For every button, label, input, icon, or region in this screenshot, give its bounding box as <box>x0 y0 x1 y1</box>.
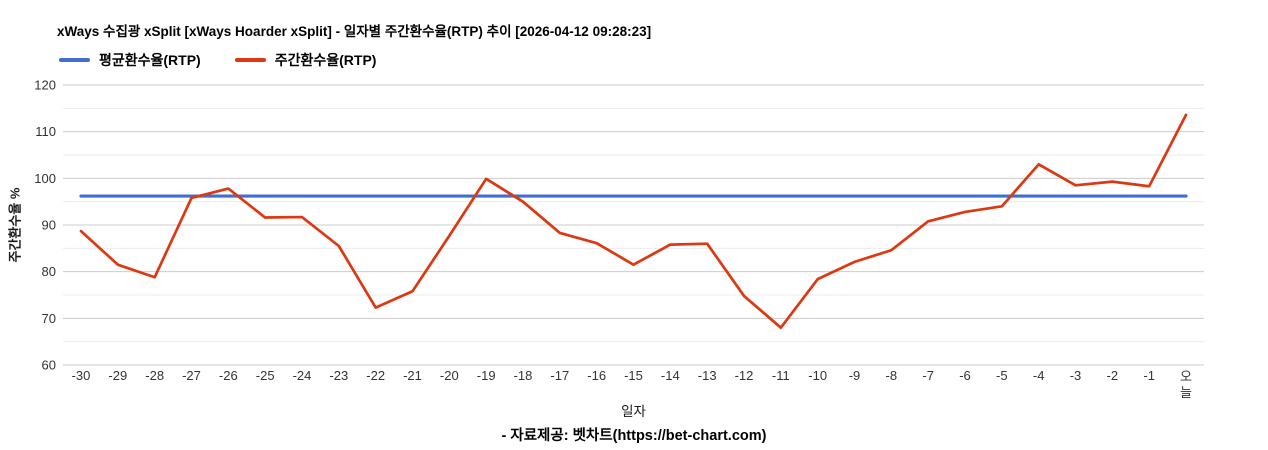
y-tick-label: 90 <box>42 218 56 233</box>
x-tick-label: -28 <box>145 368 164 383</box>
x-tick-label: -25 <box>256 368 275 383</box>
average-line-swatch-icon <box>59 58 90 62</box>
weekly-line-swatch-icon <box>234 58 266 62</box>
y-axis-title: 주간환수율 % <box>7 187 23 263</box>
x-tick-label: -4 <box>1033 368 1045 383</box>
x-tick-label: -5 <box>996 368 1008 383</box>
x-tick-label: -21 <box>403 368 422 383</box>
x-tick-label: -22 <box>366 368 385 383</box>
x-axis-title: 일자 <box>621 404 646 419</box>
x-tick-label: -24 <box>293 368 312 383</box>
x-tick-label: -20 <box>440 368 459 383</box>
y-tick-label: 120 <box>34 78 56 93</box>
x-tick-label: -23 <box>329 368 348 383</box>
x-tick-label: -29 <box>108 368 127 383</box>
x-tick-label: -14 <box>661 368 680 383</box>
chart-legend: 평균환수율(RTP) 주간환수율(RTP) <box>59 50 376 70</box>
legend-item-weekly: 주간환수율(RTP) <box>234 50 377 70</box>
chart-footer-attribution: - 자료제공: 벳차트(https://bet-chart.com) <box>501 428 767 444</box>
legend-label-average: 평균환수율(RTP) <box>99 52 201 68</box>
x-tick-label: -3 <box>1070 368 1082 383</box>
x-tick-label: -26 <box>219 368 238 383</box>
x-tick-label: -7 <box>922 368 934 383</box>
y-tick-label: 110 <box>35 124 56 139</box>
x-tick-label: -30 <box>72 368 91 383</box>
legend-item-average: 평균환수율(RTP) <box>59 50 201 70</box>
x-tick-label-today: 오 <box>1180 369 1192 384</box>
legend-label-weekly: 주간환수율(RTP) <box>274 52 377 68</box>
x-tick-label: -13 <box>698 368 717 383</box>
y-tick-label: 60 <box>42 358 56 373</box>
x-tick-label: -1 <box>1143 368 1155 383</box>
x-tick-label: -19 <box>477 368 496 383</box>
x-tick-label: -16 <box>587 368 606 383</box>
x-tick-label: -15 <box>624 368 643 383</box>
y-tick-label: 100 <box>34 171 56 186</box>
x-tick-label: -2 <box>1107 368 1119 383</box>
x-tick-label: -12 <box>735 368 754 383</box>
x-tick-label: -17 <box>550 368 569 383</box>
x-tick-label: -10 <box>808 368 827 383</box>
x-tick-label-today: 늘 <box>1180 385 1192 400</box>
x-tick-label: -18 <box>514 368 533 383</box>
x-tick-label: -9 <box>849 368 861 383</box>
y-tick-label: 70 <box>42 311 56 326</box>
y-tick-label: 80 <box>42 264 56 279</box>
x-tick-label: -27 <box>182 368 201 383</box>
chart-title: xWays 수집광 xSplit [xWays Hoarder xSplit] … <box>57 24 652 39</box>
x-tick-label: -6 <box>959 368 971 383</box>
x-tick-label: -11 <box>772 368 790 383</box>
weekly-rtp-line[interactable] <box>79 113 1188 330</box>
x-tick-label: -8 <box>886 368 898 383</box>
